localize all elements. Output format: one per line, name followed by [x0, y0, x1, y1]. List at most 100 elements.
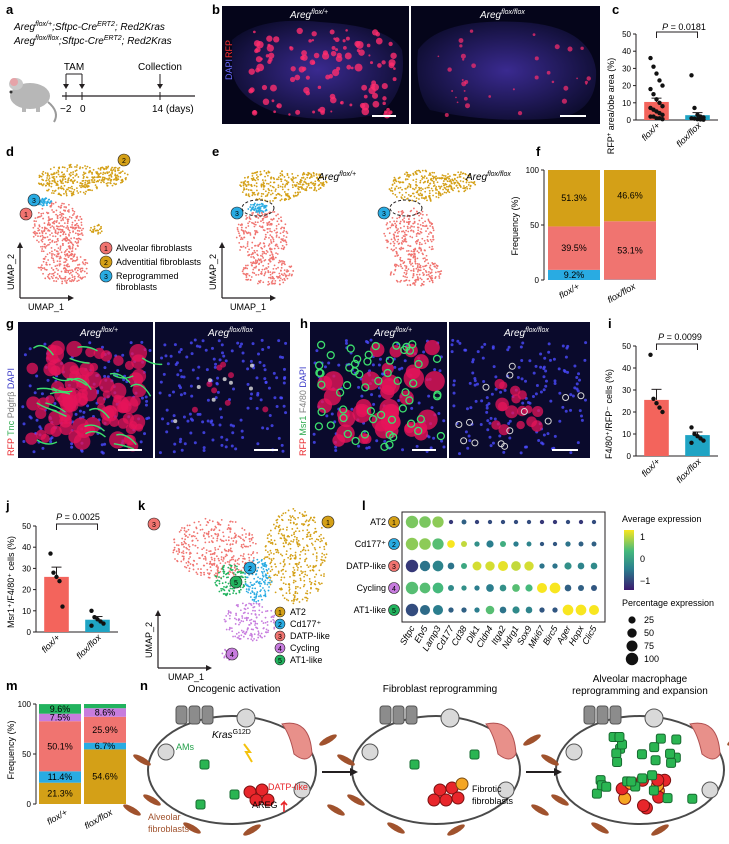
- umap-point: [288, 588, 291, 591]
- umap-point: [443, 191, 446, 194]
- umap-point: [73, 179, 76, 182]
- dapi-nucleus: [185, 355, 189, 359]
- umap-point: [422, 274, 425, 277]
- umap-point: [250, 618, 253, 621]
- expression-dot: [512, 584, 520, 592]
- umap-point: [67, 226, 69, 229]
- umap-point: [78, 230, 81, 232]
- umap-point: [42, 272, 44, 275]
- rfp-cell: [124, 360, 134, 370]
- umap-point: [416, 266, 419, 269]
- expression-dot: [472, 561, 482, 571]
- dapi-nucleus: [218, 407, 222, 411]
- umap-point: [277, 247, 280, 250]
- umap-point: [266, 193, 269, 196]
- bar: [85, 619, 110, 632]
- umap-point: [252, 557, 255, 559]
- umap-point: [406, 284, 409, 286]
- umap-point: [308, 523, 310, 526]
- umap-point: [310, 542, 313, 545]
- dapi-nucleus: [442, 445, 446, 449]
- umap-point: [428, 192, 431, 195]
- umap-point: [241, 527, 244, 530]
- umap-point: [108, 177, 111, 180]
- significance-bracket: [56, 523, 98, 530]
- umap-point: [254, 229, 256, 232]
- umap-point: [438, 194, 440, 196]
- dapi-nucleus: [222, 354, 226, 358]
- umap-point: [45, 232, 47, 235]
- umap-point: [93, 176, 96, 179]
- panel-e: Aregflox/+ Aregflox/flox UMAP_2 UMAP_1 3…: [208, 169, 511, 312]
- umap-point: [85, 167, 87, 170]
- umap-point: [270, 248, 273, 251]
- dapi-nucleus: [261, 426, 265, 430]
- rfp-spot: [266, 35, 273, 42]
- umap-point: [95, 180, 98, 183]
- dapi-nucleus: [251, 342, 255, 346]
- umap-point: [230, 564, 233, 567]
- dapi-nucleus: [473, 377, 477, 381]
- umap-point: [414, 258, 417, 261]
- dapi-nucleus: [183, 391, 187, 395]
- umap-point: [62, 219, 65, 221]
- umap-point: [265, 249, 268, 252]
- expression-dot: [474, 585, 480, 591]
- umap-point: [283, 539, 286, 542]
- umap-point: [395, 235, 398, 238]
- y-tick-label: 30: [622, 386, 631, 395]
- umap-point: [231, 520, 234, 523]
- k-axis-y-label: UMAP_2: [144, 622, 154, 658]
- umap-point: [421, 178, 424, 180]
- umap-point: [75, 224, 77, 226]
- umap-point: [181, 551, 183, 554]
- umap-point: [216, 579, 219, 582]
- y-tick-label: 10: [22, 607, 31, 616]
- umap-point: [422, 224, 425, 227]
- umap-point: [80, 267, 83, 270]
- umap-point: [52, 272, 55, 275]
- umap-point: [225, 549, 228, 552]
- umap-point: [103, 176, 106, 179]
- umap-point: [257, 599, 260, 602]
- j-pvalue: P = 0.0025: [56, 512, 100, 522]
- dapi-nucleus: [173, 442, 177, 446]
- umap-point: [269, 273, 272, 276]
- dapi-nucleus: [422, 350, 426, 354]
- umap-point: [243, 232, 245, 235]
- umap-point: [223, 618, 226, 621]
- dapi-nucleus: [220, 343, 224, 347]
- umap-point: [206, 568, 209, 571]
- umap-point: [79, 227, 82, 230]
- umap-point: [188, 570, 191, 573]
- umap-point: [285, 529, 288, 531]
- umap-point: [71, 214, 74, 217]
- rfp-cell: [497, 401, 508, 412]
- dapi-nucleus: [452, 404, 456, 408]
- expression-dot: [526, 519, 532, 525]
- umap-point: [421, 213, 424, 216]
- umap-point: [409, 226, 412, 229]
- umap-point: [211, 558, 213, 561]
- umap-point: [402, 275, 405, 278]
- umap-point: [399, 222, 402, 225]
- panel-letter-k: k: [138, 498, 146, 513]
- rfp-spot: [317, 108, 321, 112]
- expression-dot: [461, 585, 467, 591]
- dapi-nucleus: [577, 372, 581, 376]
- umap-point: [117, 167, 119, 170]
- umap-point: [240, 543, 243, 546]
- umap-point: [225, 572, 228, 575]
- umap-point: [56, 217, 59, 220]
- umap-point: [419, 247, 422, 250]
- umap-point: [306, 176, 309, 179]
- umap-point: [217, 523, 219, 525]
- dapi-nucleus: [466, 446, 470, 450]
- umap-point: [245, 590, 248, 593]
- umap-point: [55, 221, 58, 224]
- umap-point: [52, 235, 54, 238]
- umap-point: [323, 573, 325, 575]
- umap-point: [394, 225, 397, 228]
- umap-point: [320, 533, 322, 536]
- umap-point: [63, 184, 66, 187]
